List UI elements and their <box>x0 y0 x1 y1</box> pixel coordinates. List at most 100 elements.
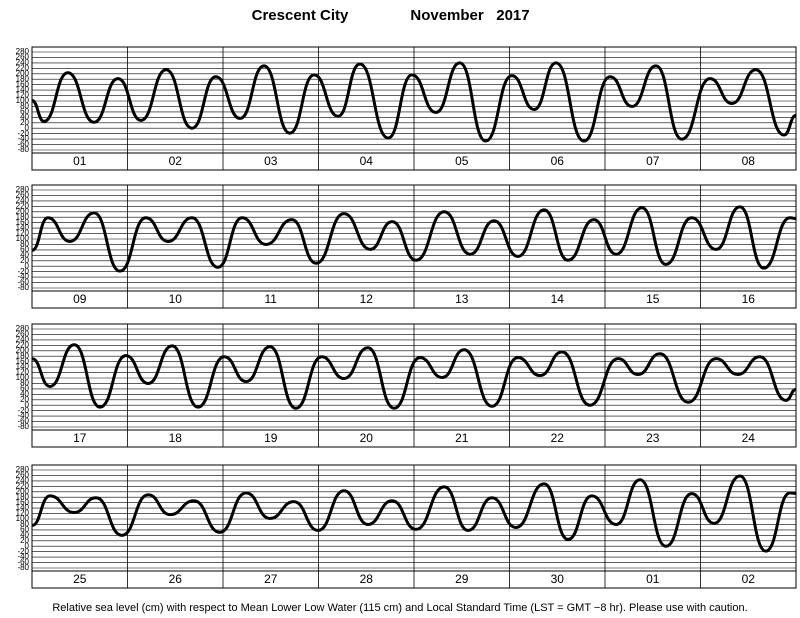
y-tick-label: 60 <box>20 107 29 116</box>
y-tick-label: 140 <box>16 85 30 94</box>
panel-frame <box>31 323 797 448</box>
day-label: 07 <box>646 154 660 168</box>
y-tick-label: 40 <box>20 389 29 398</box>
y-tick-label: 0 <box>25 123 30 132</box>
tide-line <box>31 61 797 143</box>
y-tick-label: 160 <box>16 218 30 227</box>
y-tick-label: 280 <box>16 185 30 194</box>
chart-subtitle: November 2017 <box>410 7 529 24</box>
day-label: 21 <box>455 431 469 445</box>
y-tick-label: 220 <box>16 481 30 490</box>
y-tick-label: 80 <box>20 240 29 249</box>
y-tick-label: 200 <box>16 346 30 355</box>
y-tick-label: -20 <box>17 129 29 138</box>
y-tick-label: 20 <box>20 395 29 404</box>
y-tick-label: -40 <box>17 411 29 420</box>
y-tick-label: 140 <box>16 362 30 371</box>
y-tick-label: 100 <box>16 514 30 523</box>
y-tick-label: 160 <box>16 357 30 366</box>
y-tick-label: -60 <box>17 558 29 567</box>
y-tick-label: 240 <box>16 335 30 344</box>
y-tick-label: 160 <box>16 498 30 507</box>
y-tick-label: 100 <box>16 96 30 105</box>
day-label: 05 <box>455 154 469 168</box>
panel-frame <box>31 46 797 171</box>
day-label: 19 <box>264 431 278 445</box>
y-tick-label: 120 <box>16 509 30 518</box>
day-label: 06 <box>551 154 565 168</box>
y-tick-label: 240 <box>16 196 30 205</box>
day-label: 14 <box>551 292 565 306</box>
day-label: 20 <box>360 431 374 445</box>
y-tick-label: 280 <box>16 324 30 333</box>
day-label: 18 <box>169 431 183 445</box>
y-tick-label: 180 <box>16 351 30 360</box>
day-label: 08 <box>742 154 756 168</box>
y-tick-label: 200 <box>16 69 30 78</box>
y-tick-label: 40 <box>20 530 29 539</box>
day-label: 09 <box>73 292 87 306</box>
y-tick-label: 220 <box>16 340 30 349</box>
y-tick-label: 240 <box>16 476 30 485</box>
tide-line <box>31 343 797 410</box>
day-label: 01 <box>646 572 660 586</box>
y-tick-label: -80 <box>17 422 29 431</box>
y-tick-label: 40 <box>20 112 29 121</box>
y-tick-label: 80 <box>20 520 29 529</box>
y-tick-label: -80 <box>17 145 29 154</box>
y-tick-label: 120 <box>16 91 30 100</box>
day-label: 22 <box>551 431 565 445</box>
day-label: 04 <box>360 154 374 168</box>
chart-title: Crescent City <box>252 7 349 24</box>
y-tick-label: 0 <box>25 541 30 550</box>
y-tick-label: 280 <box>16 465 30 474</box>
y-tick-label: 20 <box>20 536 29 545</box>
y-tick-label: 60 <box>20 245 29 254</box>
day-label: 11 <box>265 292 278 306</box>
y-tick-label: -40 <box>17 272 29 281</box>
y-tick-label: 140 <box>16 223 30 232</box>
day-label: 24 <box>742 431 756 445</box>
day-label: 15 <box>646 292 660 306</box>
y-tick-label: -20 <box>17 547 29 556</box>
y-tick-label: 160 <box>16 80 30 89</box>
y-tick-label: 180 <box>16 492 30 501</box>
y-tick-label: 60 <box>20 384 29 393</box>
y-tick-label: 0 <box>25 261 30 270</box>
y-tick-label: 180 <box>16 212 30 221</box>
day-label: 02 <box>169 154 183 168</box>
y-tick-label: 200 <box>16 487 30 496</box>
y-tick-label: 120 <box>16 229 30 238</box>
y-tick-label: -20 <box>17 406 29 415</box>
day-label: 16 <box>742 292 756 306</box>
y-tick-label: 180 <box>16 74 30 83</box>
y-tick-label: -60 <box>17 140 29 149</box>
y-tick-label: 260 <box>16 471 30 480</box>
day-label: 17 <box>73 431 87 445</box>
y-tick-label: -40 <box>17 552 29 561</box>
y-tick-label: 240 <box>16 58 30 67</box>
day-label: 03 <box>264 154 278 168</box>
day-label: 01 <box>73 154 87 168</box>
footnote: Relative sea level (cm) with respect to … <box>52 602 747 614</box>
day-label: 25 <box>73 572 87 586</box>
y-tick-label: -60 <box>17 278 29 287</box>
y-tick-label: -80 <box>17 563 29 572</box>
y-tick-label: 80 <box>20 379 29 388</box>
y-tick-label: -80 <box>17 283 29 292</box>
y-tick-label: 80 <box>20 102 29 111</box>
day-label: 26 <box>169 572 183 586</box>
y-tick-label: 200 <box>16 207 30 216</box>
y-tick-label: 260 <box>16 330 30 339</box>
y-tick-label: 260 <box>16 191 30 200</box>
y-tick-label: 140 <box>16 503 30 512</box>
day-label: 23 <box>646 431 660 445</box>
y-tick-label: 220 <box>16 63 30 72</box>
y-tick-label: 100 <box>16 373 30 382</box>
day-label: 10 <box>169 292 183 306</box>
y-tick-label: 60 <box>20 525 29 534</box>
y-tick-label: 20 <box>20 256 29 265</box>
y-tick-label: -60 <box>17 417 29 426</box>
y-tick-label: -40 <box>17 134 29 143</box>
